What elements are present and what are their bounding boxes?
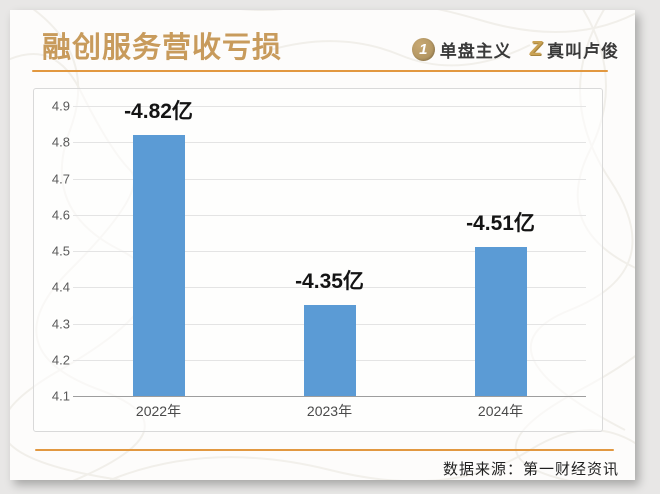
bar [132,135,185,396]
y-tick-label: 4.7 [51,171,70,186]
header-divider [32,70,608,72]
y-tick-label: 4.9 [51,98,70,114]
y-tick-label: 4.6 [51,207,70,223]
bar-value-label: -4.51亿 [466,212,535,236]
bar-value-label: -4.35亿 [295,270,364,294]
y-tick-label: 4.4 [51,279,70,295]
brand1-label: 单盘主义 [439,42,512,61]
gridline [73,287,586,289]
y-tick-label: 4.1 [51,388,70,404]
bar-column: -4.51亿 [415,106,586,396]
brand2-label: 真叫卢俊 [547,42,619,61]
card: 融创服务营收亏损 1 单盘主义 Z 真叫卢俊 4.9 4.8 4.7 4.6 4.5 4.… [10,10,635,480]
brand-zhenjiaolujun: Z 真叫卢俊 [530,37,619,62]
y-tick-label: 4.3 [51,316,70,331]
circle-one-logo-icon: 1 [411,38,435,61]
bar [303,305,356,396]
gridline [73,142,586,144]
gridline [73,251,586,252]
bar-column: -4.35亿 [244,106,415,396]
y-axis-labels: 4.9 4.8 4.7 4.6 4.5 4.4 4.3 4.2 4.1 [40,99,72,404]
brand-danpanzhuyi: 1 单盘主义 [411,37,512,62]
y-tick-label: 4.8 [51,134,70,150]
bar [474,247,527,396]
brand-logos: 1 单盘主义 Z 真叫卢俊 [411,37,619,62]
gridline [73,214,586,216]
x-axis-labels: 2022年 2023年 2024年 [73,401,586,421]
bar-value-label: -4.82亿 [124,100,193,123]
y-tick-label: 4.2 [51,352,70,368]
plot-area: -4.82亿 -4.35亿 -4.51亿 [73,100,586,397]
x-axis-line [73,396,586,397]
z-logo-icon: Z [529,38,542,60]
gridline [73,106,586,107]
gridline [73,178,586,180]
bar-chart: 4.9 4.8 4.7 4.6 4.5 4.4 4.3 4.2 4.1 -4.82亿 -4.35亿… [33,88,603,432]
x-tick-label: 2023年 [306,403,353,419]
data-source-note: 数据来源：第一财经资讯 [442,462,619,478]
x-tick-label: 2022年 [135,403,182,419]
page-title: 融创服务营收亏损 [42,32,283,64]
bar-column: -4.82亿 [73,100,244,396]
bar-series: -4.82亿 -4.35亿 -4.51亿 [73,100,586,396]
x-tick-label: 2024年 [477,403,524,419]
footer-divider [35,449,614,451]
y-tick-label: 4.5 [51,243,70,259]
